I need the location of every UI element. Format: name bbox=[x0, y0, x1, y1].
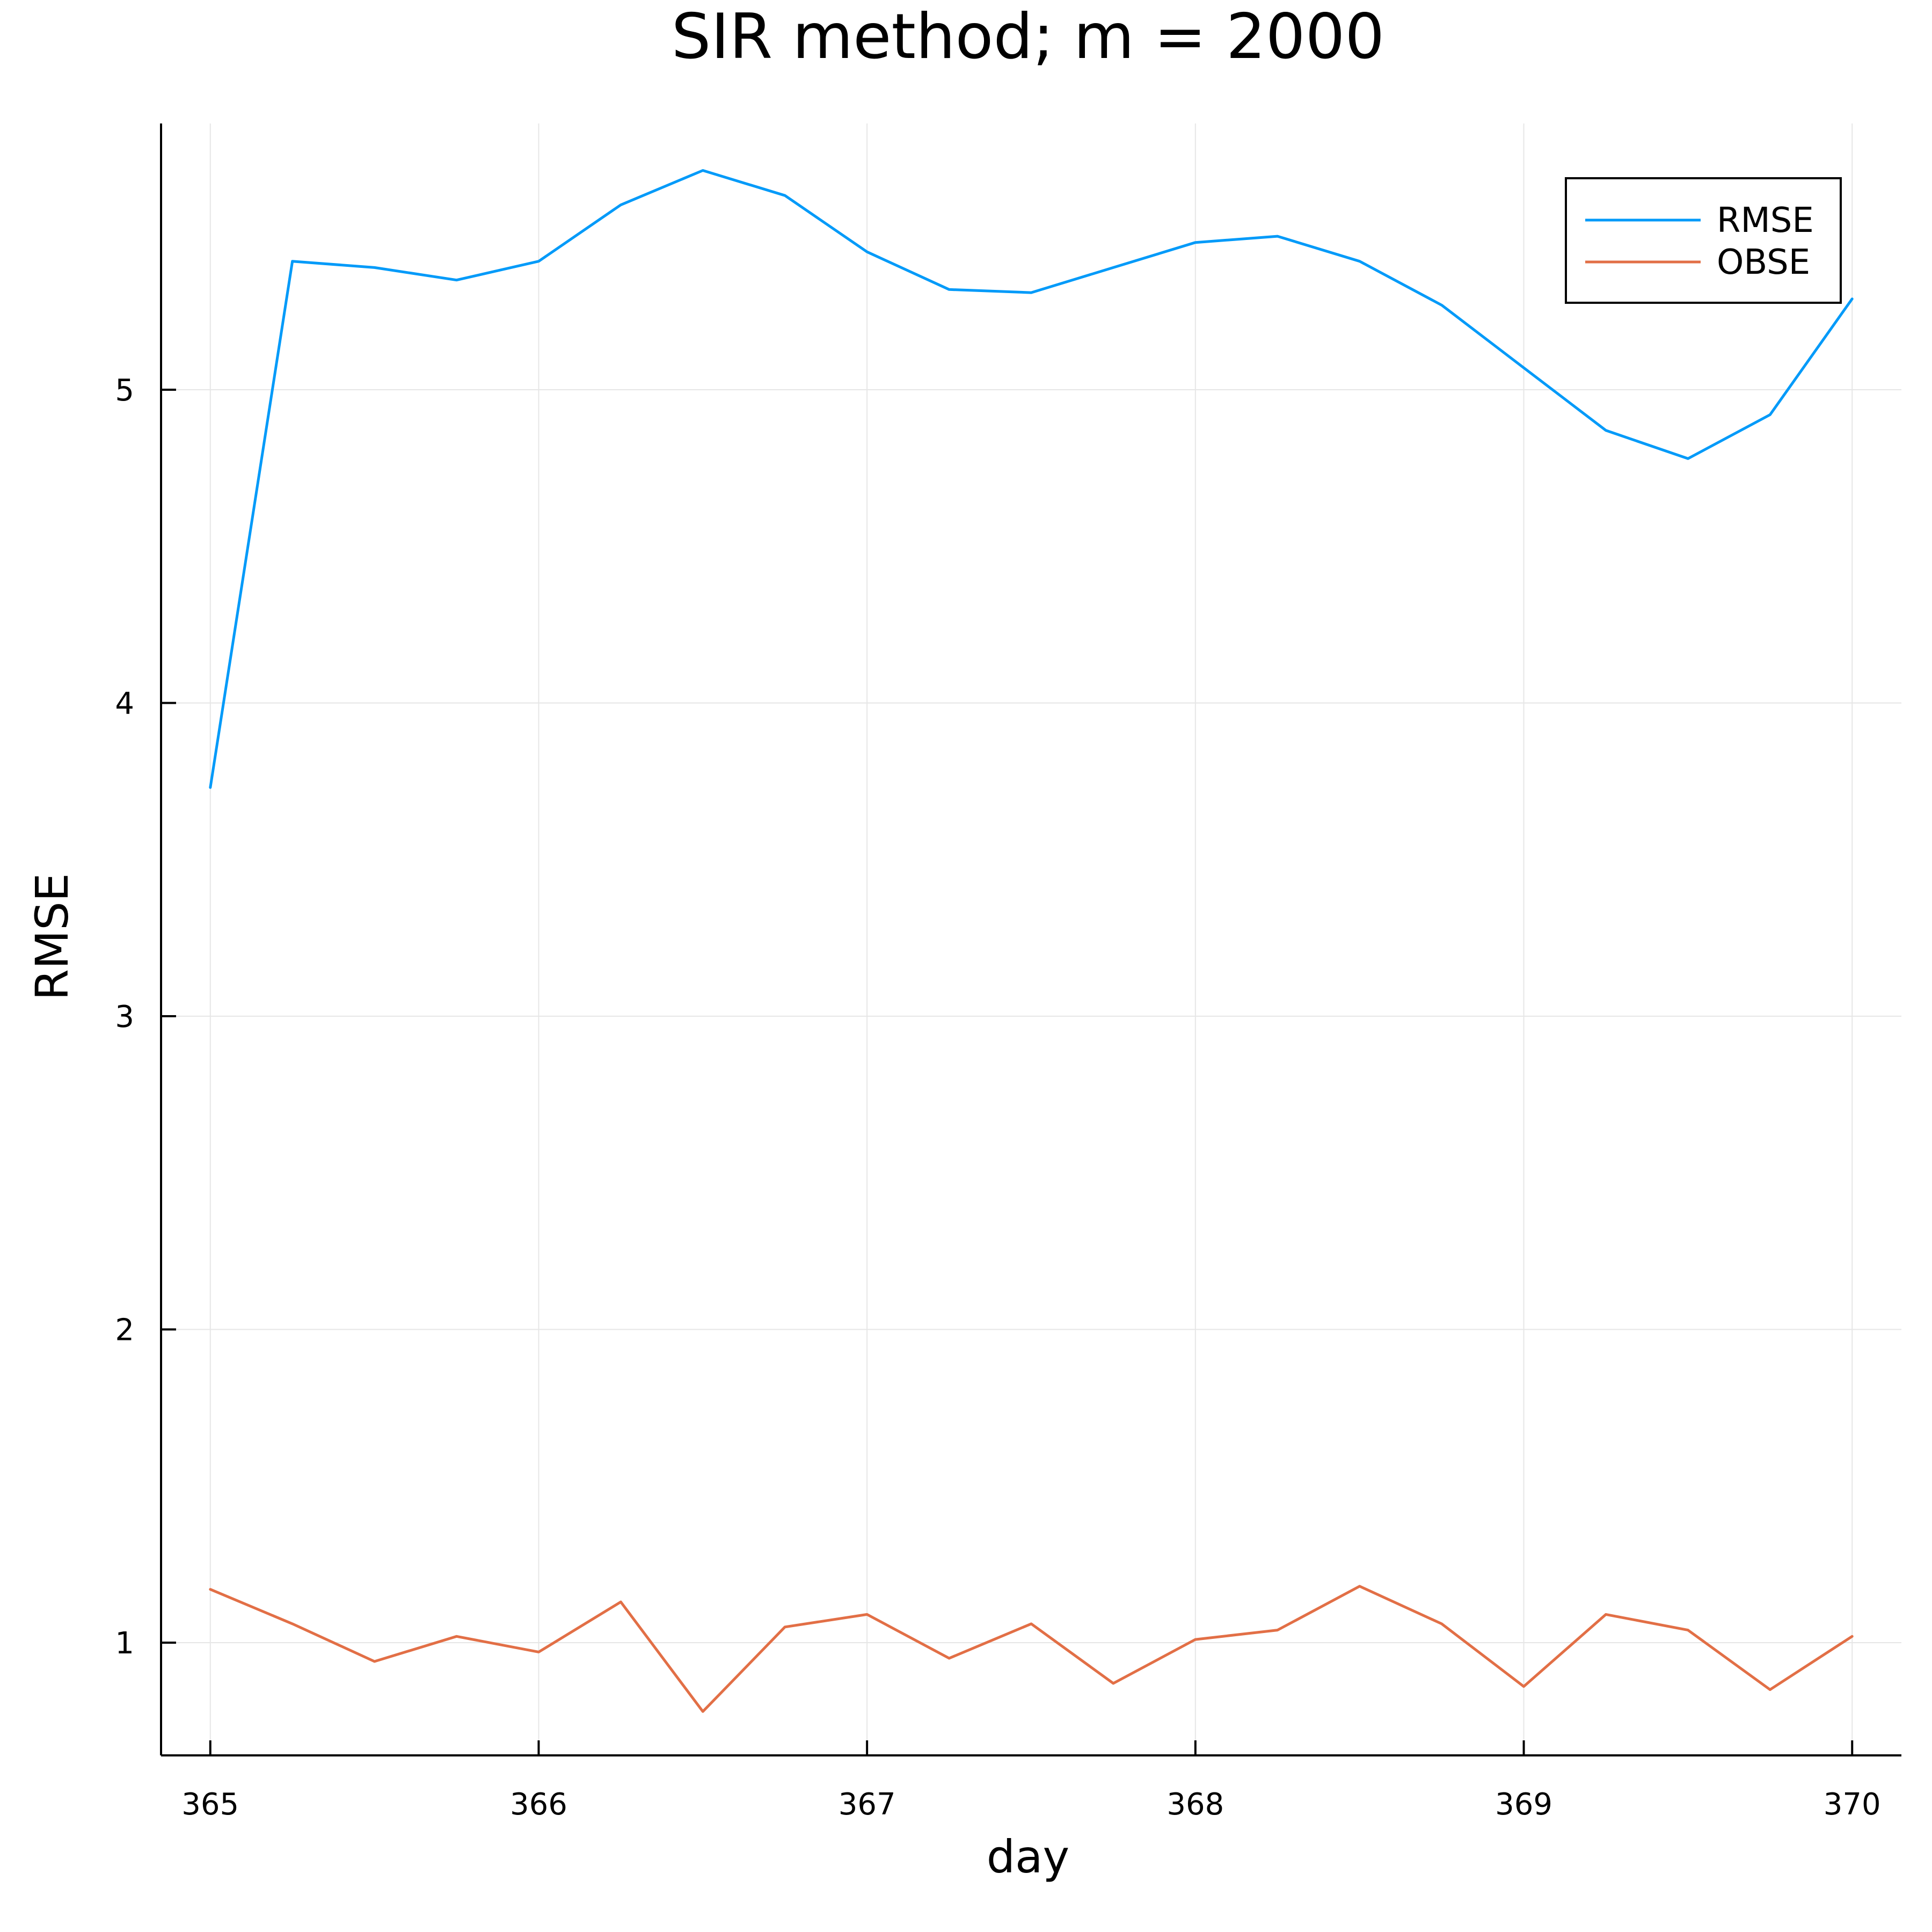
x-tick-label-370: 370 bbox=[1824, 1787, 1881, 1822]
legend-label-rmse: RMSE bbox=[1717, 201, 1814, 240]
grid bbox=[161, 123, 1901, 1755]
x-tick-label-368: 368 bbox=[1167, 1787, 1224, 1822]
y-axis-title: RMSE bbox=[26, 873, 78, 1000]
tick-labels: 365 366 367 368 369 370 1 2 3 4 5 bbox=[115, 373, 1880, 1822]
x-tick-label-366: 366 bbox=[510, 1787, 567, 1822]
y-tick-label-5: 5 bbox=[115, 373, 134, 408]
chart-title: SIR method; m = 2000 bbox=[672, 1, 1384, 73]
legend: RMSE OBSE bbox=[1566, 178, 1841, 303]
series-line-obse bbox=[210, 1586, 1852, 1711]
legend-box bbox=[1566, 178, 1841, 303]
legend-label-obse: OBSE bbox=[1717, 243, 1810, 282]
x-axis-title: day bbox=[987, 1831, 1070, 1883]
series-lines bbox=[210, 171, 1852, 1712]
axes bbox=[161, 123, 1901, 1755]
x-tick-label-365: 365 bbox=[181, 1787, 239, 1822]
y-tick-label-3: 3 bbox=[115, 1000, 134, 1034]
x-tick-label-367: 367 bbox=[839, 1787, 896, 1822]
x-tick-label-369: 369 bbox=[1495, 1787, 1552, 1822]
y-tick-label-1: 1 bbox=[115, 1626, 134, 1661]
y-tick-label-2: 2 bbox=[115, 1313, 134, 1347]
y-tick-label-4: 4 bbox=[115, 686, 134, 721]
